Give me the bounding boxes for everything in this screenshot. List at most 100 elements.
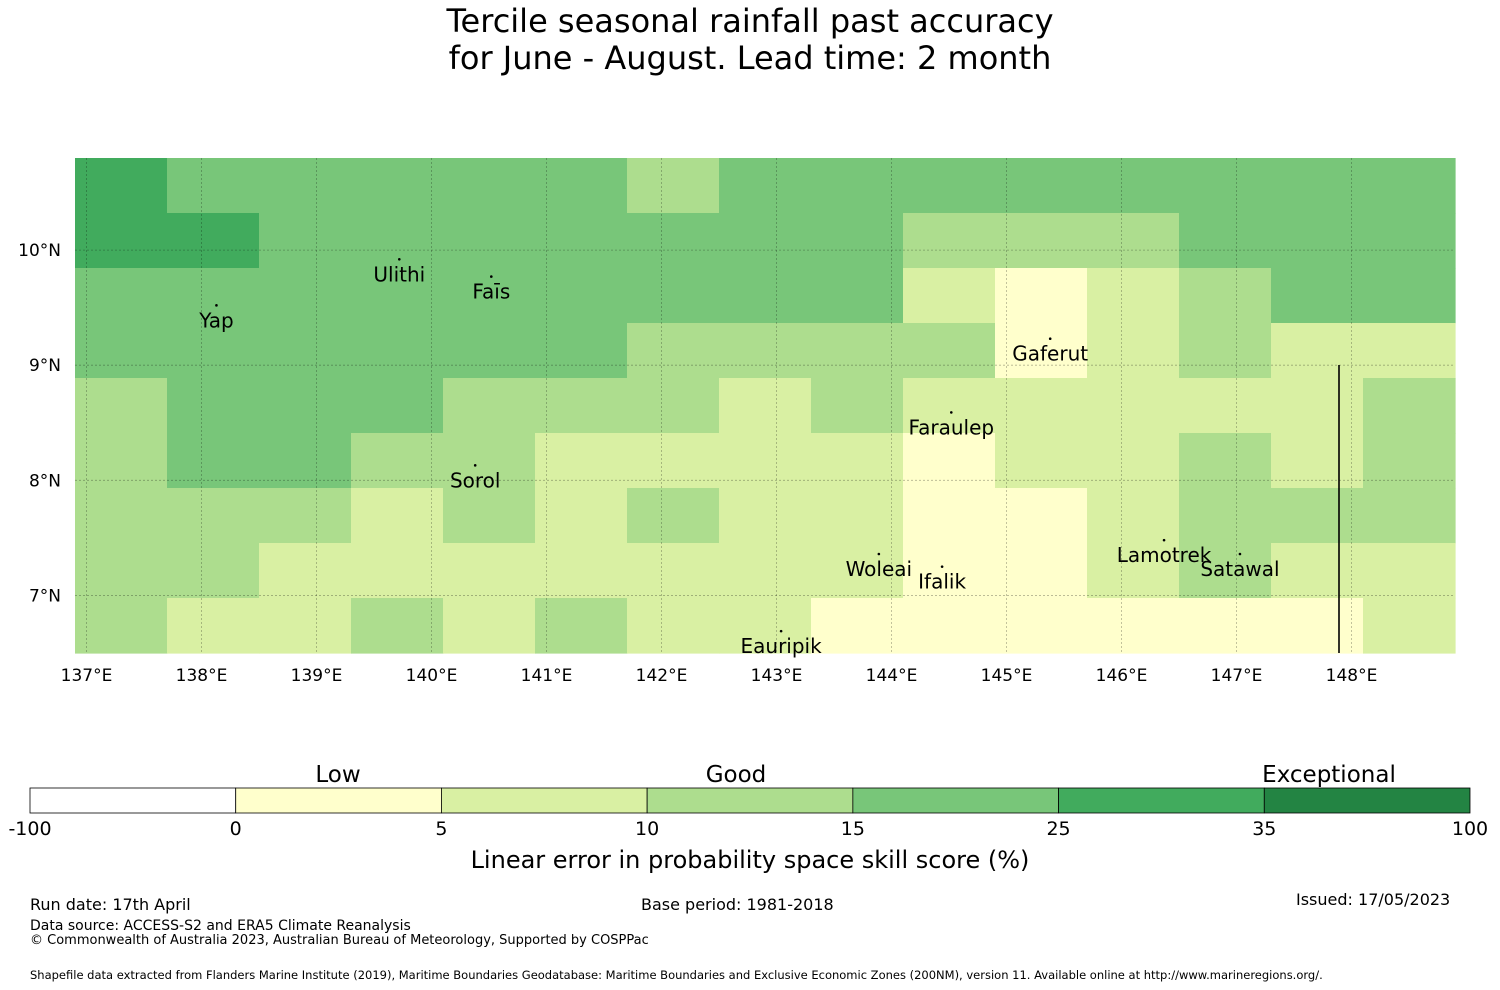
grid-cell [719,488,812,544]
grid-cell [1363,543,1456,599]
grid-cell [75,213,168,269]
island-label: Woleai [846,557,913,581]
island-label: Faīs [472,280,510,304]
graticule [75,158,1455,653]
grid-cell [627,433,720,489]
latitude-tick-labels: 10°N 9°N 8°N 7°N [18,241,61,606]
longitude-tick-label: 139°E [291,666,343,686]
grid-cell [627,543,720,599]
grid-cell [259,433,352,489]
shapefile-credit: Shapefile data extracted from Flanders M… [30,968,1323,982]
grid-cell [627,488,720,544]
longitude-tick-label: 146°E [1096,666,1148,686]
grid-cell [259,378,352,434]
longitude-tick-label: 147°E [1211,666,1263,686]
colorbar-tick-labels: -100 0 5 10 15 25 35 100 [8,818,1488,840]
island-markers: Ulithi Faīs Yap Gaferut Faraulep Sorol WoleaiI… [198,258,1280,658]
colorbar-bin [646,787,854,814]
island-label: Satawal [1200,557,1279,581]
colorbar-category-labels: Low Good Exceptional [315,762,1395,788]
grid-cell [811,158,904,214]
grid-cell [75,543,168,599]
grid-cell [1271,323,1364,379]
grid-cell [627,323,720,379]
grid-cell [1363,323,1456,379]
colorbar-bin [1263,787,1471,814]
longitude-tick-label: 145°E [981,666,1033,686]
title-line-1: Tercile seasonal rainfall past accuracy [446,2,1054,40]
colorbar-tick-label: -100 [8,818,51,840]
island-label: Lamotrek [1117,543,1212,567]
skill-grid-cells [75,158,1456,654]
grid-cell [167,323,260,379]
colorbar-label: Linear error in probability space skill … [471,846,1030,874]
island-dot [877,552,881,556]
latitude-tick-label: 8°N [29,471,61,491]
grid-cell [167,543,260,599]
island-label: Ulithi [373,262,425,286]
grid-cell [903,158,996,214]
grid-cell [811,543,904,599]
grid-cell [811,488,904,544]
colorbar-tick-label: 5 [435,818,447,840]
grid-cell [351,158,444,214]
run-date: Run date: 17th April [30,895,191,914]
island-dot [473,464,477,467]
grid-cell [167,488,260,544]
grid-cell [903,598,996,654]
grid-cell [995,488,1088,544]
grid-cell [1271,378,1364,434]
island-dot [940,565,944,568]
grid-cell [1087,213,1180,269]
grid-cell [259,158,352,214]
grid-cell [1363,213,1456,269]
grid-cell [903,323,996,379]
grid-cell [259,268,352,324]
grid-cell [351,433,444,489]
grid-cell [1363,158,1456,214]
grid-cell [995,268,1088,324]
grid-cell [627,158,720,214]
grid-cell [443,488,536,544]
island-dot [1048,337,1052,341]
colorbar-tick-label: 35 [1252,818,1276,840]
grid-cell [75,378,168,434]
grid-cell [1179,268,1272,324]
copyright-notice: © Commonwealth of Australia 2023, Austra… [30,933,649,948]
grid-cell [443,213,536,269]
grid-cell [167,213,260,269]
longitude-tick-label: 148°E [1326,666,1378,686]
grid-cell [259,488,352,544]
grid-cell [535,213,628,269]
grid-cell [719,543,812,599]
island-dot [950,411,953,414]
grid-cell [1179,488,1272,544]
grid-cell [995,543,1088,599]
grid-cell [259,598,352,654]
longitude-tick-label: 137°E [61,666,113,686]
grid-cell [1087,158,1180,214]
grid-cell [1271,213,1364,269]
grid-cell [811,433,904,489]
grid-cell [535,488,628,544]
grid-cell [443,158,536,214]
grid-cell [535,433,628,489]
grid-cell [995,598,1088,654]
grid-cell [167,378,260,434]
grid-cell [535,598,628,654]
colorbar-bin [852,787,1059,814]
island-dot [1238,552,1242,556]
grid-cell [1179,213,1272,269]
data-source: Data source: ACCESS-S2 and ERA5 Climate … [30,918,411,934]
grid-cell [1179,378,1272,434]
colorbar-category-label: Low [315,762,360,788]
grid-cell [351,598,444,654]
grid-cell [75,488,168,544]
island-label: Eauripik [741,634,823,658]
colorbar-tick-label: 0 [230,818,242,840]
grid-cell [1271,158,1364,214]
grid-cell [627,378,720,434]
grid-cell [167,158,260,214]
title-line-2: for June - August. Lead time: 2 month [448,39,1052,77]
grid-cell [811,213,904,269]
